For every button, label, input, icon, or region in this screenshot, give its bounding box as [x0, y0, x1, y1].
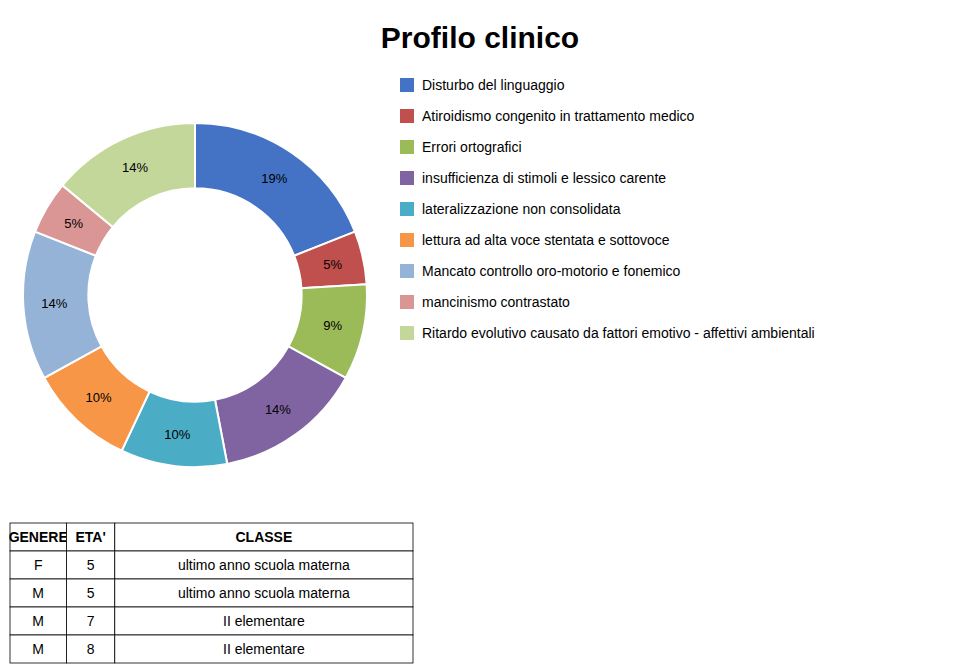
legend-item: insufficienza di stimoli e lessico caren…	[400, 170, 666, 186]
slice	[195, 123, 355, 256]
legend-item: Disturbo del linguaggio	[400, 77, 565, 93]
legend-swatch	[400, 264, 414, 278]
legend-swatch	[400, 326, 414, 340]
table-text: ultimo anno scuola materna	[178, 557, 350, 573]
table-cell	[66, 579, 114, 607]
slice	[215, 346, 346, 464]
table-header: GENERE	[9, 529, 68, 545]
legend-swatch	[400, 78, 414, 92]
chart-root: Profilo clinico 19% 5% 9% 14% 10% 10% 14% 5% 14% D…	[0, 0, 960, 670]
legend-item: Mancato controllo oro-motorio e fonemico	[400, 263, 681, 279]
table-cell	[115, 579, 413, 607]
legend-label: insufficienza di stimoli e lessico caren…	[422, 170, 666, 186]
table-cell	[115, 635, 413, 663]
data-label: 9%	[323, 318, 342, 333]
data-label: 5%	[64, 216, 83, 231]
legend-item: mancinismo contrastato	[400, 294, 570, 310]
data-label: 19%	[261, 171, 287, 186]
legend-item: Errori ortografici	[400, 139, 522, 155]
legend-swatch	[400, 140, 414, 154]
table-text: 5	[87, 557, 95, 573]
table-cell	[115, 523, 413, 551]
table-header: ETA'	[75, 529, 105, 545]
table-text: 5	[87, 585, 95, 601]
table-cell	[10, 635, 66, 663]
data-label: 10%	[85, 390, 111, 405]
legend-label: mancinismo contrastato	[422, 294, 570, 310]
table: GENERE ETA' CLASSE F 5 ultimo anno scuola mat…	[9, 523, 413, 663]
table-cell	[115, 607, 413, 635]
table-cell	[66, 635, 114, 663]
table-cell	[10, 607, 66, 635]
data-label: 10%	[164, 427, 190, 442]
slice	[62, 123, 195, 227]
legend-label: Errori ortografici	[422, 139, 522, 155]
legend-label: lettura ad alta voce stentata e sottovoc…	[422, 232, 670, 248]
legend-label: Mancato controllo oro-motorio e fonemico	[422, 263, 681, 279]
legend-swatch	[400, 109, 414, 123]
table-text: F	[34, 557, 43, 573]
table-text: II elementare	[223, 641, 305, 657]
table-text: 7	[87, 613, 95, 629]
table-text: II elementare	[223, 613, 305, 629]
data-label: 5%	[323, 257, 342, 272]
data-label: 14%	[41, 296, 67, 311]
legend-label: Atiroidismo congenito in trattamento med…	[422, 108, 695, 124]
slice	[294, 232, 367, 289]
table-text: M	[32, 613, 44, 629]
legend-item: Atiroidismo congenito in trattamento med…	[400, 108, 695, 124]
legend-label: lateralizzazione non consolidata	[422, 201, 621, 217]
pie: 19% 5% 9% 14% 10% 10% 14% 5% 14%	[23, 123, 367, 467]
legend-item: Ritardo evolutivo causato da fattori emo…	[400, 325, 815, 341]
table-cell	[10, 551, 66, 579]
table-text: ultimo anno scuola materna	[178, 585, 350, 601]
table-text: M	[32, 585, 44, 601]
table-cell	[66, 607, 114, 635]
data-label: 14%	[122, 160, 148, 175]
legend-label: Ritardo evolutivo causato da fattori emo…	[422, 325, 815, 341]
table-header: CLASSE	[235, 529, 292, 545]
table-cell	[115, 551, 413, 579]
table-text: 8	[87, 641, 95, 657]
legend-swatch	[400, 171, 414, 185]
legend-label: Disturbo del linguaggio	[422, 77, 565, 93]
legend-item: lettura ad alta voce stentata e sottovoc…	[400, 232, 670, 248]
table-text: M	[32, 641, 44, 657]
legend-swatch	[400, 295, 414, 309]
legend-swatch	[400, 233, 414, 247]
legend-swatch	[400, 202, 414, 216]
legend: Disturbo del linguaggio Atiroidismo conge…	[400, 77, 815, 341]
table-cell	[66, 551, 114, 579]
title: Profilo clinico	[381, 21, 579, 54]
table-cell	[66, 523, 114, 551]
table-cell	[10, 579, 66, 607]
legend-item: lateralizzazione non consolidata	[400, 201, 621, 217]
data-label: 14%	[265, 402, 291, 417]
